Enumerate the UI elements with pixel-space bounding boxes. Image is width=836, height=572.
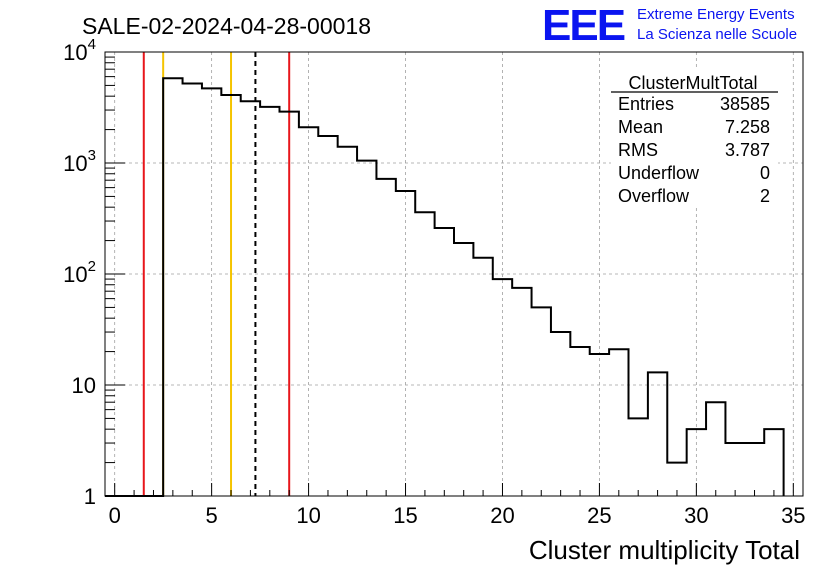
stats-label: Mean <box>618 117 663 137</box>
stats-value: 38585 <box>720 94 770 114</box>
histogram-bin <box>590 354 609 496</box>
stats-value: 2 <box>760 186 770 206</box>
histogram-bin <box>512 288 531 496</box>
stats-value: 3.787 <box>725 140 770 160</box>
project-subtitle: La Scienza nelle Scuole <box>637 26 797 43</box>
histogram-bin <box>241 101 260 496</box>
histogram-bin <box>725 443 744 496</box>
histogram-bin <box>280 112 299 496</box>
histogram-bin <box>318 136 337 496</box>
stats-label: RMS <box>618 140 658 160</box>
histogram-bin <box>764 429 783 496</box>
histogram-bin <box>415 212 434 496</box>
histogram <box>105 77 785 497</box>
histogram-bin <box>221 95 240 496</box>
histogram-bin <box>493 279 512 496</box>
y-tick-label: 1 <box>84 484 96 509</box>
stats-label: Underflow <box>618 163 700 183</box>
histogram-bin <box>473 258 492 496</box>
histogram-bin <box>629 418 648 496</box>
stats-label: Overflow <box>618 186 690 206</box>
histogram-bin <box>202 88 221 496</box>
y-tick-label: 102 <box>63 258 96 287</box>
stats-value: 7.258 <box>725 117 770 137</box>
x-tick-label: 25 <box>587 503 611 528</box>
x-tick-label: 20 <box>490 503 514 528</box>
x-axis-ticks: 0 5 10 15 20 25 30 35 <box>109 483 806 528</box>
y-tick-label: 103 <box>63 147 96 176</box>
histogram-bin <box>183 84 202 496</box>
stats-label: Entries <box>618 94 674 114</box>
histogram-outline <box>105 77 785 497</box>
y-tick-label: 104 <box>63 36 96 65</box>
histogram-bin <box>745 443 764 496</box>
project-name: Extreme Energy Events <box>637 6 795 23</box>
y-axis-ticks: 1 10 102 103 104 <box>63 36 125 509</box>
histogram-bin <box>357 161 376 496</box>
histogram-bin <box>609 349 628 496</box>
histogram-bin <box>435 228 454 496</box>
histogram-bin <box>338 147 357 496</box>
histogram-bin <box>454 243 473 496</box>
y-tick-label: 10 <box>72 373 96 398</box>
x-tick-label: 15 <box>393 503 417 528</box>
eee-logo: EEE <box>542 1 625 50</box>
x-axis-label: Cluster multiplicity Total <box>529 535 800 565</box>
stats-box: ClusterMultTotal Entries 38585 Mean 7.258 RM… <box>611 70 778 208</box>
histogram-bin <box>260 107 279 496</box>
histogram-bin <box>163 78 182 496</box>
x-tick-label: 30 <box>684 503 708 528</box>
histogram-bin <box>706 402 725 496</box>
x-tick-label: 35 <box>781 503 805 528</box>
histogram-bin <box>532 307 551 496</box>
x-tick-label: 10 <box>296 503 320 528</box>
x-tick-label: 5 <box>206 503 218 528</box>
histogram-bin <box>551 332 570 496</box>
histogram-bin <box>299 127 318 496</box>
histogram-bin <box>396 191 415 496</box>
histogram-bin <box>648 372 667 496</box>
stats-box-background <box>611 70 778 208</box>
stats-value: 0 <box>760 163 770 183</box>
x-tick-label: 0 <box>109 503 121 528</box>
histogram-bin <box>376 179 395 496</box>
run-title: SALE-02-2024-04-28-00018 <box>82 13 371 39</box>
stats-title: ClusterMultTotal <box>628 73 757 93</box>
histogram-bin <box>570 347 589 496</box>
